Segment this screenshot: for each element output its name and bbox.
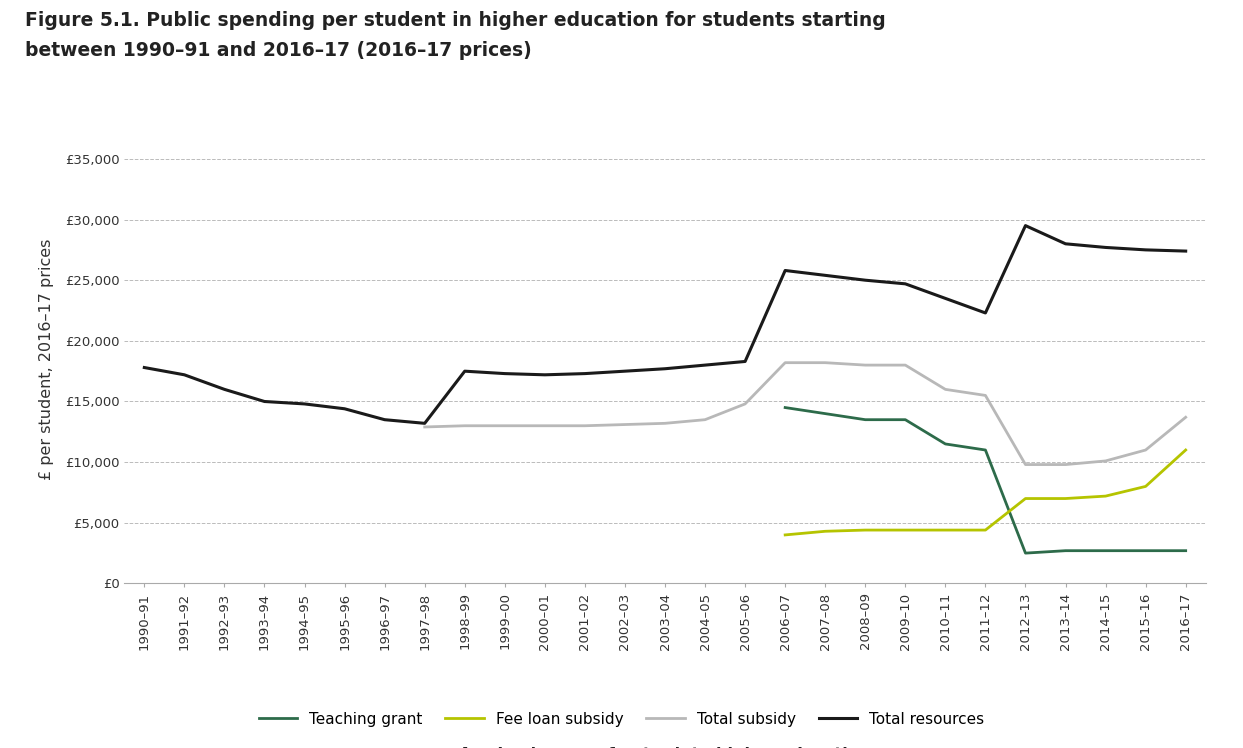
Total resources — [1139, 245, 1154, 254]
Total resources — [858, 276, 873, 285]
X-axis label: Academic year of entry into higher education: Academic year of entry into higher educa… — [460, 747, 870, 748]
Teaching grant — [1058, 546, 1073, 555]
Total resources — [978, 308, 993, 317]
Fee loan subsidy — [1058, 494, 1073, 503]
Fee loan subsidy — [1139, 482, 1154, 491]
Total subsidy — [697, 415, 712, 424]
Total resources — [897, 279, 912, 288]
Total resources — [497, 369, 512, 378]
Total subsidy — [737, 399, 752, 408]
Teaching grant — [778, 403, 793, 412]
Teaching grant — [1018, 548, 1033, 557]
Teaching grant — [938, 440, 953, 449]
Total resources — [618, 367, 633, 375]
Line: Total resources: Total resources — [144, 226, 1186, 423]
Legend: Teaching grant, Fee loan subsidy, Total subsidy, Total resources: Teaching grant, Fee loan subsidy, Total … — [252, 705, 991, 733]
Total subsidy — [1139, 446, 1154, 455]
Total subsidy — [578, 421, 593, 430]
Total subsidy — [1098, 456, 1112, 465]
Total subsidy — [1178, 413, 1193, 422]
Teaching grant — [897, 415, 912, 424]
Total resources — [457, 367, 472, 375]
Line: Teaching grant: Teaching grant — [786, 408, 1186, 553]
Total resources — [377, 415, 392, 424]
Teaching grant — [818, 409, 833, 418]
Total resources — [658, 364, 672, 373]
Total subsidy — [418, 423, 433, 432]
Total subsidy — [1018, 460, 1033, 469]
Total resources — [938, 294, 953, 303]
Total subsidy — [618, 420, 633, 429]
Fee loan subsidy — [858, 526, 873, 535]
Total subsidy — [457, 421, 472, 430]
Fee loan subsidy — [978, 526, 993, 535]
Total subsidy — [858, 361, 873, 370]
Fee loan subsidy — [1018, 494, 1033, 503]
Text: Figure 5.1. Public spending per student in higher education for students startin: Figure 5.1. Public spending per student … — [25, 11, 885, 30]
Total resources — [337, 404, 352, 413]
Teaching grant — [1178, 546, 1193, 555]
Line: Total subsidy: Total subsidy — [425, 363, 1186, 465]
Total subsidy — [497, 421, 512, 430]
Total subsidy — [897, 361, 912, 370]
Fee loan subsidy — [778, 530, 793, 539]
Fee loan subsidy — [818, 527, 833, 536]
Total subsidy — [778, 358, 793, 367]
Total resources — [778, 266, 793, 275]
Total resources — [297, 399, 312, 408]
Total subsidy — [1058, 460, 1073, 469]
Teaching grant — [1139, 546, 1154, 555]
Total resources — [137, 363, 152, 372]
Total resources — [1058, 239, 1073, 248]
Total resources — [418, 419, 433, 428]
Fee loan subsidy — [1098, 491, 1112, 500]
Total resources — [177, 370, 191, 379]
Total resources — [1178, 247, 1193, 256]
Teaching grant — [858, 415, 873, 424]
Total subsidy — [978, 391, 993, 400]
Total resources — [218, 385, 232, 394]
Total subsidy — [537, 421, 552, 430]
Line: Fee loan subsidy: Fee loan subsidy — [786, 450, 1186, 535]
Teaching grant — [978, 446, 993, 455]
Total resources — [578, 369, 593, 378]
Fee loan subsidy — [938, 526, 953, 535]
Total resources — [697, 361, 712, 370]
Total subsidy — [658, 419, 672, 428]
Total subsidy — [818, 358, 833, 367]
Teaching grant — [1098, 546, 1112, 555]
Y-axis label: £ per student, 2016–17 prices: £ per student, 2016–17 prices — [39, 239, 53, 479]
Total resources — [737, 357, 752, 366]
Total resources — [818, 271, 833, 280]
Fee loan subsidy — [897, 526, 912, 535]
Total resources — [257, 397, 272, 406]
Fee loan subsidy — [1178, 446, 1193, 455]
Total subsidy — [938, 385, 953, 394]
Total resources — [1098, 243, 1112, 252]
Total resources — [537, 370, 552, 379]
Text: between 1990–91 and 2016–17 (2016–17 prices): between 1990–91 and 2016–17 (2016–17 pri… — [25, 41, 532, 60]
Total resources — [1018, 221, 1033, 230]
